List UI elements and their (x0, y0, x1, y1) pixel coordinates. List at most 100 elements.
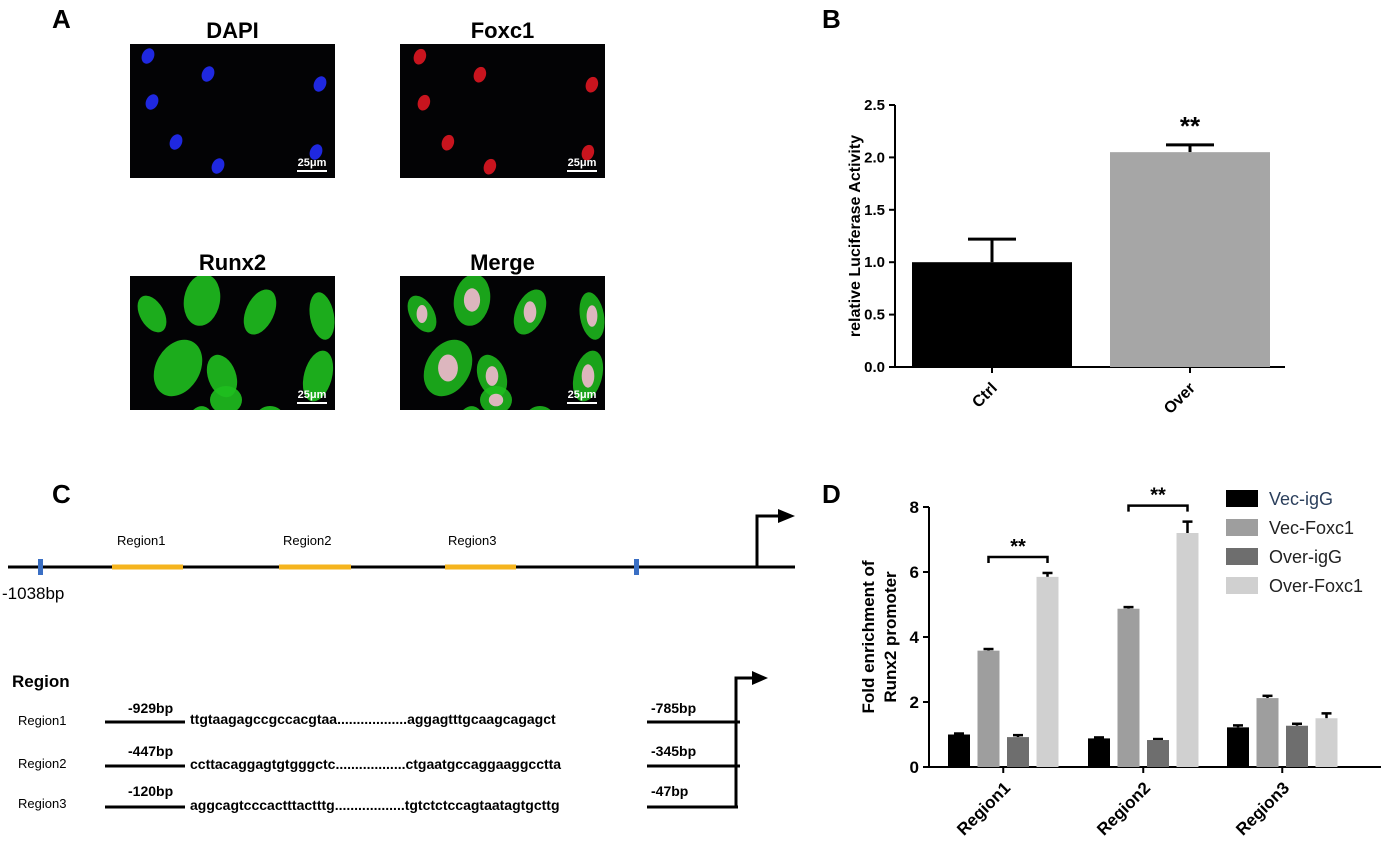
seq-dots: .................. (337, 711, 408, 727)
nucleus (483, 158, 497, 175)
significance-annotation: ** (1010, 536, 1026, 558)
cell (302, 350, 334, 402)
row-sequence: ccttacaggagtgtgggctc..................ct… (190, 756, 561, 772)
y-tick-label: 1.0 (864, 254, 885, 271)
x-tick-label: Region2 (1093, 778, 1154, 839)
scale-bar-label: 25μm (297, 389, 327, 401)
y-tick-label: 0.5 (864, 307, 885, 324)
image-title-runx2: Runx2 (198, 250, 267, 275)
row-end-bp: -785bp (651, 700, 697, 716)
micrograph-foxc1: 25μm (400, 44, 605, 178)
y-tick-label: 0 (910, 758, 919, 777)
nucleus (313, 76, 327, 92)
legend-swatch (1226, 577, 1258, 594)
seq-right: tgtctctccagtaatagtgcttg (404, 797, 560, 813)
nucleus (416, 305, 428, 323)
legend-swatch (1226, 490, 1258, 507)
bar-over-foxc1-region3 (1315, 718, 1338, 767)
tss-arrow-stem (755, 514, 778, 567)
bar-vec-foxc1-region2 (1117, 608, 1140, 767)
bar-vec-foxc1-region3 (1256, 698, 1279, 767)
panel-letter-d: D (822, 479, 841, 509)
y-tick-label: 4 (910, 628, 920, 647)
scale-bar: 25μm (567, 389, 597, 404)
row-start-bp: -120bp (128, 783, 174, 799)
row-name: Region3 (18, 796, 67, 811)
row-start-bp: -929bp (128, 700, 174, 716)
marker-left (38, 559, 43, 575)
seq-left: aggcagtcccactttactttg (190, 797, 335, 813)
bar-vec-igg-region1 (948, 734, 970, 767)
panel-letter-a: A (52, 4, 71, 34)
seq-right: ctgaatgccaggaaggcctta (405, 756, 562, 772)
chart-b: 0.0 0.5 1.0 1.5 2.0 2.5 relative Luciferase Ac… (847, 97, 1285, 418)
scale-bar: 25μm (297, 157, 327, 172)
nucleus (581, 364, 595, 388)
nucleus (463, 288, 481, 312)
nucleus (581, 144, 595, 161)
region-table-header: Region (12, 672, 70, 691)
significance-bracket (1127, 504, 1189, 512)
bar-over-foxc1-region2 (1176, 533, 1199, 767)
micrograph-dapi: 25μm (130, 44, 335, 178)
bar-vec-igg-region2 (1088, 738, 1110, 767)
significance-annotation: ** (1180, 111, 1201, 141)
y-tick-label: 2.0 (864, 149, 885, 166)
bar-vec-foxc1-region1 (977, 650, 1000, 767)
image-title-foxc1: Foxc1 (470, 18, 535, 43)
scale-bar: 25μm (297, 389, 327, 404)
cell (210, 386, 242, 410)
legend-label: Vec-igG (1269, 489, 1333, 509)
table-tss-arrow-stem (734, 676, 752, 807)
y-axis-label-line2: Runx2 promoter (881, 571, 900, 703)
panel-letter-c: C (52, 479, 71, 509)
region2-label: Region2 (283, 533, 332, 548)
cell (259, 406, 281, 410)
row-name: Region1 (18, 713, 67, 728)
bar-vec-igg-region3 (1227, 727, 1249, 767)
y-tick-label: 2.5 (864, 97, 885, 114)
cell (309, 292, 335, 340)
scale-bar: 25μm (567, 157, 597, 172)
y-axis-label: relative Luciferase Activity (847, 135, 864, 337)
legend-swatch (1226, 519, 1258, 536)
nucleus (523, 301, 537, 323)
bar-over-igg-region2 (1147, 740, 1169, 767)
x-tick-label: Region3 (1232, 778, 1293, 839)
image-title-dapi: DAPI (206, 18, 259, 43)
row-end-bp: -47bp (651, 783, 689, 799)
row-sequence: ttgtaagagccgccacgtaa..................ag… (190, 711, 556, 727)
row-end-bp: -345bp (651, 743, 697, 759)
row-name: Region2 (18, 756, 67, 771)
seq-left: ccttacaggagtgtgggctc (190, 756, 336, 772)
nucleus (488, 393, 504, 407)
chart-d: 0 2 4 6 8 Fold enrichment of Runx2 promoter Reg… (859, 485, 1381, 839)
nucleus (309, 144, 323, 160)
region3-label: Region3 (448, 533, 497, 548)
bar-ctrl (912, 262, 1072, 367)
nucleus (413, 48, 427, 65)
nucleus (211, 158, 225, 174)
scale-bar-label: 25μm (567, 157, 597, 169)
nucleus (271, 177, 289, 178)
nucleus (169, 134, 183, 150)
significance-annotation: ** (1150, 485, 1166, 507)
bar-over-igg-region3 (1286, 725, 1308, 767)
table-tss-arrow-head (752, 671, 768, 685)
significance-bracket (987, 555, 1049, 563)
nucleus (441, 134, 455, 151)
scale-bar-label: 25μm (297, 157, 327, 169)
row-sequence: aggcagtcccactttactttg..................t… (190, 797, 560, 813)
promoter-map (8, 509, 795, 575)
nucleus (201, 66, 215, 82)
y-axis-label-line1: Fold enrichment of (859, 560, 878, 713)
tss-arrow-head (778, 509, 795, 523)
micrograph-merge: 25μm (400, 276, 605, 410)
x-tick-label: Ctrl (969, 380, 1001, 412)
nucleus (473, 66, 487, 83)
region1-label: Region1 (117, 533, 166, 548)
cell (243, 289, 277, 335)
nucleus (585, 76, 599, 93)
micrograph-runx2: 25μm (130, 276, 335, 410)
cell (137, 295, 167, 333)
